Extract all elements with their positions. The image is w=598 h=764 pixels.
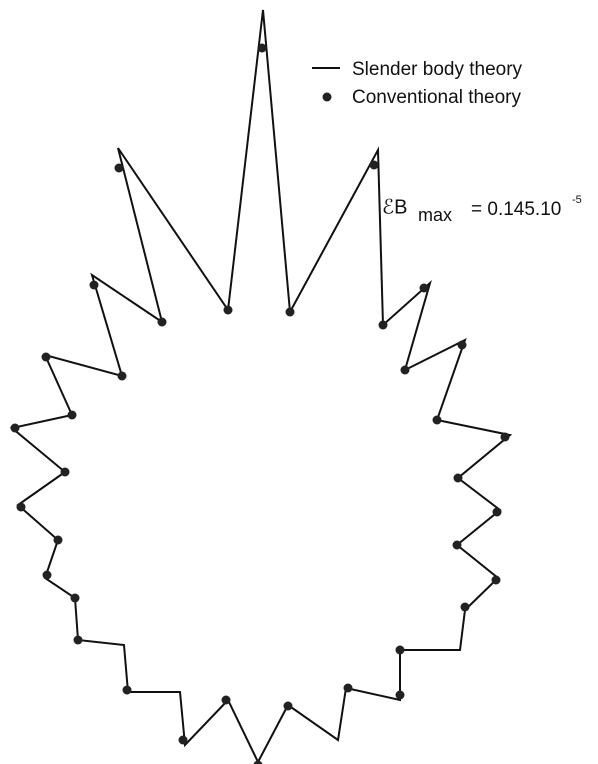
point <box>157 317 167 327</box>
annotation-subscript: max <box>418 205 452 225</box>
point <box>221 695 231 705</box>
point <box>369 160 379 170</box>
point <box>41 352 51 362</box>
point <box>114 163 124 173</box>
point <box>285 307 295 317</box>
point <box>378 320 388 330</box>
point <box>492 507 502 517</box>
conventional-points <box>10 43 510 764</box>
point <box>500 432 510 442</box>
point <box>283 701 293 711</box>
annotation-value: = 0.145.10 <box>471 199 561 220</box>
point <box>70 593 80 603</box>
legend-dot <box>322 92 332 102</box>
point <box>16 502 26 512</box>
annotation-symbol: ℰB <box>382 196 407 218</box>
point <box>73 635 83 645</box>
point <box>178 735 188 745</box>
point <box>452 540 462 550</box>
point <box>89 280 99 290</box>
point <box>395 645 405 655</box>
point <box>117 371 127 381</box>
point <box>491 575 501 585</box>
point <box>257 43 267 53</box>
point <box>223 305 233 315</box>
point <box>400 365 410 375</box>
point <box>122 685 132 695</box>
point <box>53 535 63 545</box>
point <box>453 473 463 483</box>
point <box>395 690 405 700</box>
point <box>42 570 52 580</box>
legend-label: Conventional theory <box>352 87 521 108</box>
point <box>67 410 77 420</box>
point <box>343 683 353 693</box>
slender-body-curve <box>9 9 513 764</box>
annotation-superscript: -5 <box>572 194 582 206</box>
point <box>460 602 470 612</box>
point <box>60 467 70 477</box>
point <box>419 283 429 293</box>
point <box>457 340 467 350</box>
point <box>10 423 20 433</box>
legend-label: Slender body theory <box>352 59 523 80</box>
point <box>253 760 263 764</box>
point <box>432 415 442 425</box>
